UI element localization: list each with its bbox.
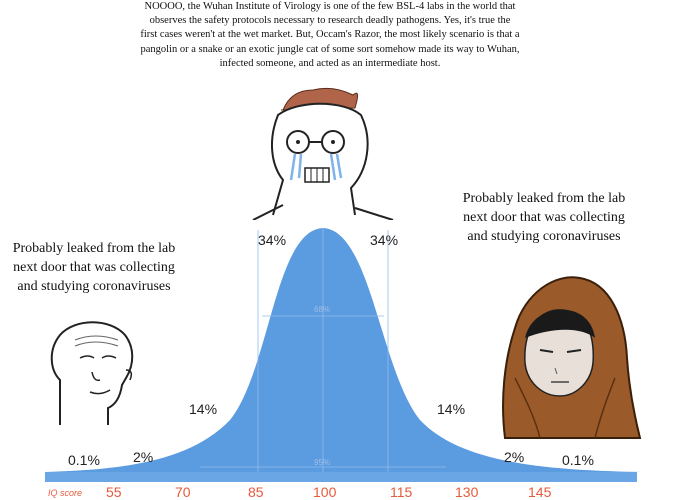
inner-label-95: 95% [314, 458, 331, 467]
iq-tick-115: 115 [390, 484, 413, 500]
iq-tick-100: 100 [313, 484, 337, 500]
iq-tick-130: 130 [455, 484, 479, 500]
right-caption: Probably leaked from the lab next door t… [462, 191, 626, 244]
pct-left-center: 34% [258, 232, 287, 248]
left-caption: Probably leaked from the lab next door t… [12, 241, 176, 294]
pct-left-mid: 14% [189, 401, 218, 417]
iq-tick-145: 145 [528, 484, 552, 500]
wojak-left-figure [50, 321, 134, 425]
iq-tick-55: 55 [106, 484, 122, 500]
axis-bar [45, 472, 637, 482]
pct-right-tail: 2% [504, 449, 525, 465]
pct-right-mid: 14% [437, 401, 466, 417]
bell-curve-shape [45, 228, 640, 472]
crying-soyjak-figure [252, 87, 394, 220]
pct-far-left: 0.1% [68, 452, 100, 468]
iq-axis-label: IQ score [48, 488, 83, 498]
pct-right-center: 34% [370, 232, 399, 248]
inner-label-68: 68% [314, 305, 331, 314]
iq-tick-85: 85 [248, 484, 264, 500]
pct-left-tail: 2% [133, 449, 154, 465]
top-caption: NOOOO, the Wuhan Institute of Virology i… [140, 1, 520, 69]
iq-tick-70: 70 [175, 484, 191, 500]
pct-far-right: 0.1% [562, 452, 594, 468]
hooded-figure [502, 276, 642, 439]
